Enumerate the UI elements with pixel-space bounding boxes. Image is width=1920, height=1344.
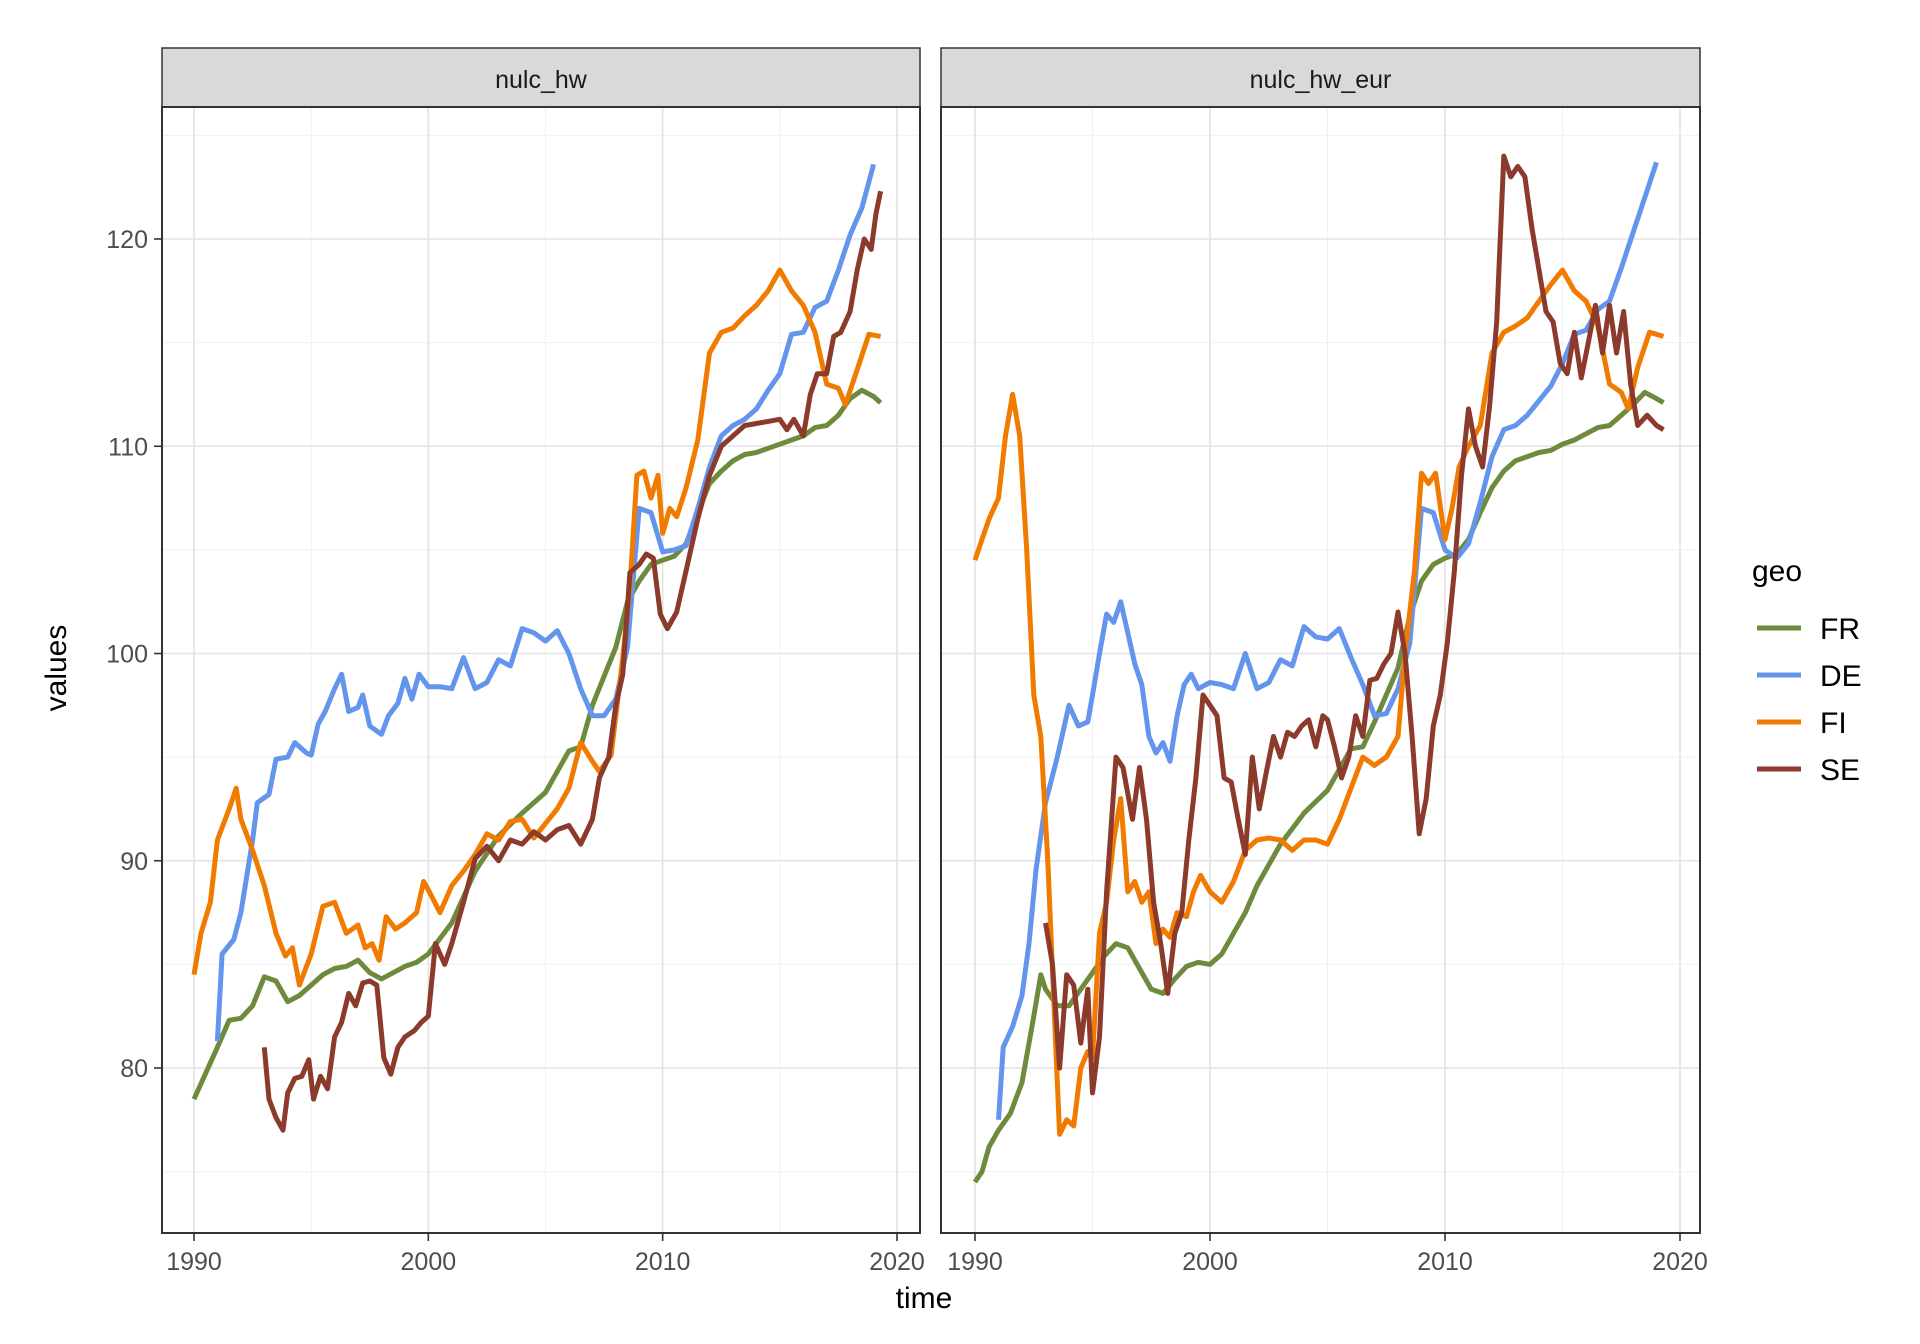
x-tick-label: 2010 [635, 1248, 691, 1276]
series-line-DE [996, 161, 1659, 1120]
legend-item-FR: FR [1757, 613, 1860, 646]
x-axis: 1990 2000 2010 2020 [166, 1233, 925, 1276]
panel-border [161, 106, 921, 1234]
legend-entries: FR DE FI SE [1757, 613, 1862, 787]
y-tick-label: 120 [106, 226, 148, 254]
x-axis: 1990 2000 2010 2020 [947, 1233, 1708, 1276]
x-axis-title: time [896, 1282, 953, 1315]
series-line-FI [191, 267, 882, 988]
series-lines [191, 163, 884, 1133]
x-tick-label: 1990 [166, 1248, 222, 1276]
y-axis: 80 90 100 110 120 [106, 226, 162, 1083]
legend-item-FI: FI [1757, 707, 1847, 740]
series-line-DE [214, 163, 877, 1042]
panel-nulc_hw_eur: nulc_hw_eur 1990 2000 2010 2020 [940, 47, 1708, 1276]
legend-label: SE [1820, 754, 1860, 787]
legend-label: DE [1820, 660, 1862, 693]
legend: geo FR DE FI SE [1752, 555, 1862, 787]
plot-background [162, 107, 920, 1233]
series-line-SE [261, 190, 884, 1133]
series-line-SE [1043, 153, 1665, 1096]
series-lines [972, 153, 1665, 1184]
y-tick-label: 80 [120, 1055, 148, 1083]
panel-border [940, 106, 1701, 1234]
x-tick-label: 1990 [947, 1248, 1003, 1276]
panel-nulc_hw: nulc_hw 1990 2000 2010 2020 80 90 100 110 120 [106, 47, 925, 1276]
legend-title: geo [1752, 555, 1802, 588]
y-tick-label: 110 [108, 433, 148, 461]
legend-label: FR [1820, 613, 1860, 646]
legend-item-SE: SE [1757, 754, 1860, 787]
facet-strip [940, 47, 1701, 108]
facet-strip-label: nulc_hw_eur [1250, 66, 1392, 94]
plot-background [941, 107, 1700, 1233]
x-tick-label: 2010 [1417, 1248, 1473, 1276]
series-line-FR [191, 387, 883, 1101]
y-tick-label: 100 [106, 641, 148, 669]
facet-strip [161, 47, 921, 108]
legend-item-DE: DE [1757, 660, 1862, 693]
series-line-FI [972, 267, 1665, 1137]
y-tick-label: 90 [120, 848, 148, 876]
x-tick-label: 2000 [401, 1248, 457, 1276]
series-line-FR [972, 389, 1665, 1184]
x-tick-label: 2000 [1182, 1248, 1238, 1276]
y-axis-title: values [40, 625, 73, 712]
gridlines [162, 107, 920, 1233]
legend-label: FI [1820, 707, 1847, 740]
facet-strip-label: nulc_hw [495, 66, 588, 94]
x-tick-label: 2020 [869, 1248, 925, 1276]
x-tick-label: 2020 [1652, 1248, 1708, 1276]
